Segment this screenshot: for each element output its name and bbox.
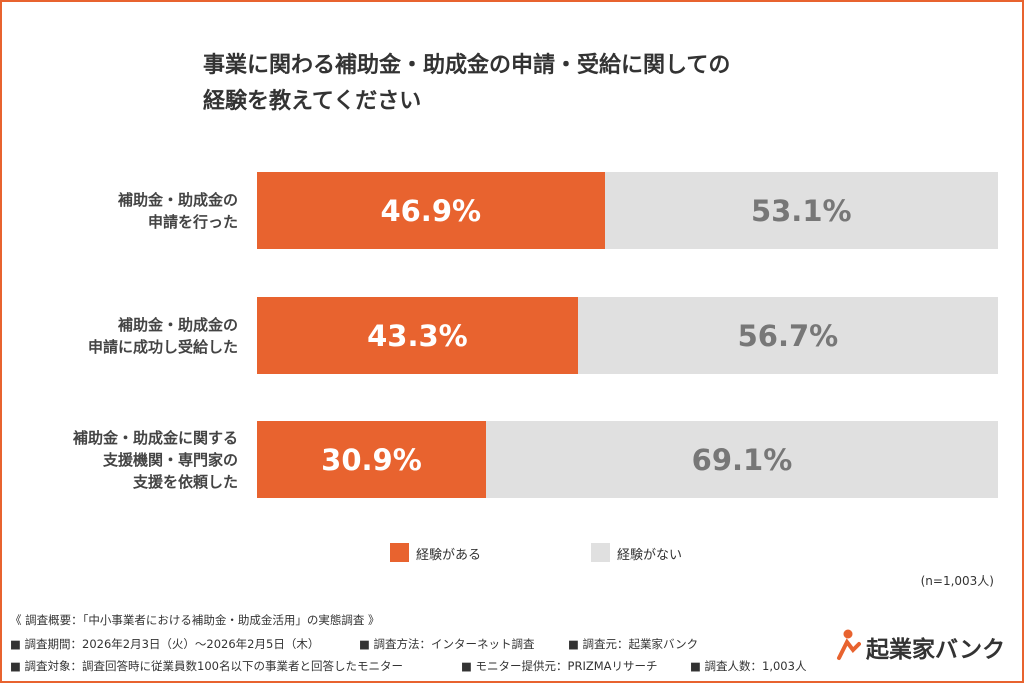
value-label: 69.1% <box>691 442 793 477</box>
logo-text: 起業家バンク <box>866 637 1006 663</box>
footer-heading: 《 調査概要：「中小事業者における補助金・助成金活用」の実態調査 》 <box>10 613 380 627</box>
bar-segment <box>257 172 605 249</box>
chart-title: 事業に関わる補助金・助成金の申請・受給に関しての 経験を教えてください <box>203 53 731 114</box>
category-label: 補助金・助成金の 申請を行った <box>117 190 238 231</box>
bar-segment <box>604 172 998 249</box>
footer-item: ■ モニター提供元：PRIZMAリサーチ <box>461 659 658 673</box>
legend-swatch <box>390 543 409 562</box>
bar-segment <box>257 421 486 498</box>
footer-item: ■ 調査方法：インターネット調査 <box>359 637 535 651</box>
value-label: 46.9% <box>380 193 482 228</box>
category-label: 補助金・助成金の 申請に成功し受給した <box>87 315 238 356</box>
category-label: 補助金・助成金に関する 支援機関・専門家の 支援を依頼した <box>72 428 238 491</box>
logo-icon <box>837 629 861 660</box>
footer-item: ■ 調査対象：調査回答時に従業員数100名以下の事業者と回答したモニター <box>10 659 403 673</box>
footer-item: ■ 調査元：起業家バンク <box>568 637 699 651</box>
legend-swatch <box>591 543 610 562</box>
sample-note: (n=1,003人) <box>920 574 994 588</box>
bar-segment <box>577 297 998 374</box>
value-label: 56.7% <box>737 318 839 353</box>
value-label: 43.3% <box>367 318 468 353</box>
legend-label: 経験がある <box>416 548 482 563</box>
value-label: 53.1% <box>750 193 852 228</box>
value-label: 30.9% <box>321 442 422 477</box>
footer-item: ■ 調査期間：2026年2月3日（火）～2026年2月5日（木） <box>10 637 320 651</box>
legend-label: 経験がない <box>617 548 683 563</box>
footer-item: ■ 調査人数：1,003人 <box>690 659 807 673</box>
bar-segment <box>485 421 998 498</box>
bar-segment <box>257 297 578 374</box>
